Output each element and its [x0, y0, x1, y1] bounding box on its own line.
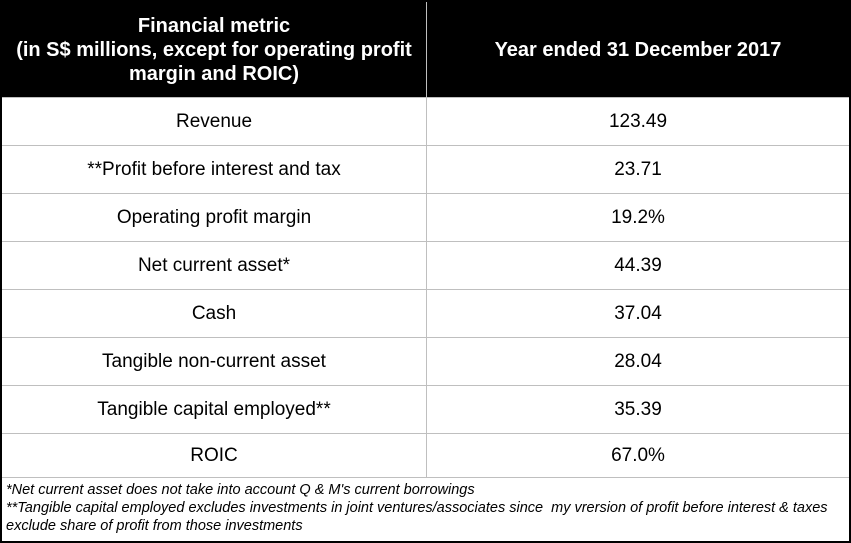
metric-label: **Profit before interest and tax: [2, 146, 427, 193]
header-metric-line-2: (in S$ millions, except for operating pr…: [16, 38, 412, 61]
footnote-tangible-capital-employed: **Tangible capital employed excludes inv…: [6, 500, 832, 534]
table-row-net-current-asset: Net current asset* 44.39: [2, 242, 849, 290]
metric-label: ROIC: [2, 434, 427, 477]
metric-label: Operating profit margin: [2, 194, 427, 241]
table-row-revenue: Revenue 123.49: [2, 98, 849, 146]
table-header-row: Financial metric (in S$ millions, except…: [2, 2, 849, 98]
header-metric-line-1: Financial metric: [137, 14, 291, 37]
header-year-cell: Year ended 31 December 2017: [494, 38, 782, 61]
metric-label: Revenue: [2, 98, 427, 145]
table-row-tangible-non-current-asset: Tangible non-current asset 28.04: [2, 338, 849, 386]
table-row-operating-profit-margin: Operating profit margin 19.2%: [2, 194, 849, 242]
metric-value: 123.49: [608, 110, 668, 132]
metric-value: 44.39: [614, 254, 662, 276]
table-row-tangible-capital-employed: Tangible capital employed** 35.39: [2, 386, 849, 434]
metric-label: Tangible non-current asset: [2, 338, 427, 385]
header-metric-cell: Financial metric (in S$ millions, except…: [2, 2, 427, 97]
table-row-roic: ROIC 67.0%: [2, 434, 849, 478]
metric-value: 37.04: [614, 302, 662, 324]
metric-value: 67.0%: [611, 444, 665, 466]
table-row-profit-before-interest-tax: **Profit before interest and tax 23.71: [2, 146, 849, 194]
metric-value: 35.39: [614, 398, 662, 420]
metric-value: 28.04: [614, 350, 662, 372]
metric-value: 19.2%: [611, 206, 665, 228]
metric-label: Tangible capital employed**: [2, 386, 427, 433]
footnote-net-current-asset: *Net current asset does not take into ac…: [6, 482, 475, 498]
metric-value: 23.71: [614, 158, 662, 180]
metric-label: Cash: [2, 290, 427, 337]
header-metric-line-3: margin and ROIC): [128, 62, 299, 85]
metric-label: Net current asset*: [2, 242, 427, 289]
table-row-cash: Cash 37.04: [2, 290, 849, 338]
footnotes-section: *Net current asset does not take into ac…: [2, 478, 849, 541]
